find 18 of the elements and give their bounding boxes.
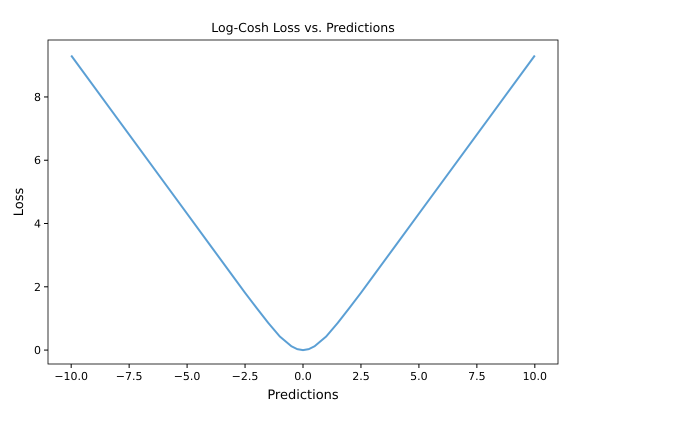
x-tick-label: 0.0 xyxy=(294,370,312,383)
x-tick-label: 2.5 xyxy=(352,370,370,383)
y-tick-label: 2 xyxy=(34,280,41,294)
y-tick-label: 4 xyxy=(34,218,41,231)
x-tick-label: −7.5 xyxy=(116,370,142,383)
y-tick-label: 8 xyxy=(34,90,41,104)
x-tick-label: 10.0 xyxy=(522,370,548,383)
x-tick-label: −10.0 xyxy=(54,370,88,383)
y-tick-label: 0 xyxy=(34,344,41,358)
x-tick-label: 5.0 xyxy=(410,370,428,383)
y-axis-title: Loss xyxy=(12,188,27,216)
x-tick-label: −5.0 xyxy=(174,370,200,383)
x-tick-label: −2.5 xyxy=(232,370,258,383)
y-tick-label: 6 xyxy=(34,154,41,168)
line-series xyxy=(70,54,536,352)
x-axis-title: Predictions xyxy=(267,388,339,403)
chart-title: Log-Cosh Loss vs. Predictions xyxy=(211,20,395,35)
x-tick-label: 7.5 xyxy=(468,370,486,383)
